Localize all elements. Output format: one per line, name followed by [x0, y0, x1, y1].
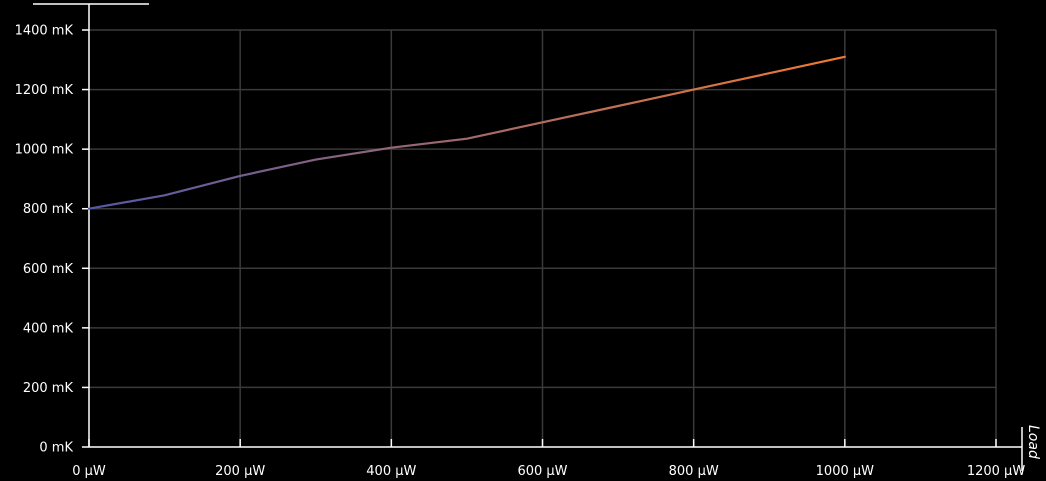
series-line	[87, 55, 846, 210]
grid	[89, 29, 997, 447]
y-tick-label: 400 mK	[23, 321, 74, 336]
y-tick-label: 1000 mK	[15, 143, 74, 158]
x-tick-label: 0 μW	[72, 464, 106, 479]
tick-labels: 0 mK 200 mK 400 mK 600 mK 800 mK 1000 mK 1200 …	[15, 24, 1026, 480]
x-tick-label: 600 μW	[517, 464, 567, 479]
y-tick-label: 1200 mK	[15, 83, 74, 98]
y-tick-label: 200 mK	[23, 381, 74, 396]
x-tick-label: 1200 μW	[967, 464, 1025, 479]
axes	[33, 3, 1023, 471]
x-axis-title: Load	[1025, 425, 1041, 459]
x-tick-label: 400 μW	[366, 464, 416, 479]
x-tick-label: 800 μW	[669, 464, 719, 479]
y-tick-label: 800 mK	[23, 202, 74, 217]
series-layer	[87, 55, 846, 210]
y-tick-label: 0 mK	[39, 441, 73, 456]
y-tick-label: 1400 mK	[15, 24, 74, 39]
x-tick-label: 1000 μW	[816, 464, 874, 479]
x-tick-label: 200 μW	[215, 464, 265, 479]
y-tick-label: 600 mK	[23, 262, 74, 277]
